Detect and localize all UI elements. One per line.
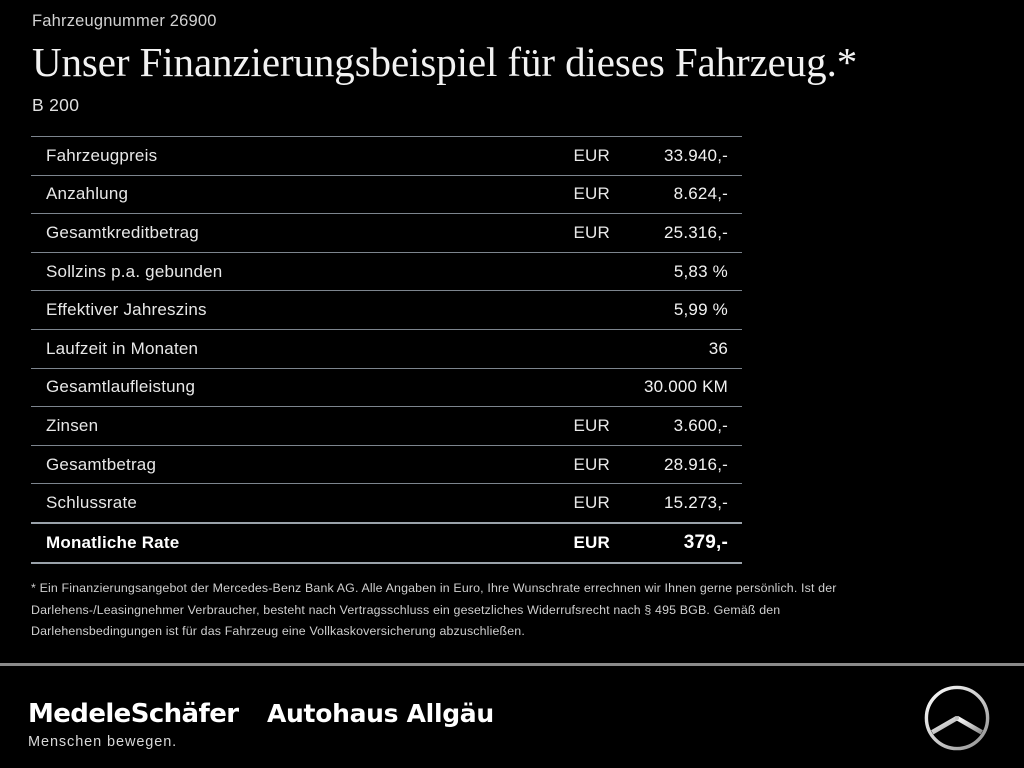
row-label: Schlussrate xyxy=(46,493,138,513)
dealer-logo-medeleschaefer: MedeleSchäfer Menschen bewegen. xyxy=(28,699,239,753)
row-currency: EUR xyxy=(573,222,610,242)
page-footer: MedeleSchäfer Menschen bewegen. Autohaus… xyxy=(0,666,1024,768)
dealer-logo-autohaus-allgaeu: Autohaus Allgäu xyxy=(267,699,494,728)
row-value: 5,83 % xyxy=(673,261,728,281)
page-header: Fahrzeugnummer 26900 Unser Finanzierungs… xyxy=(0,0,1024,117)
page-title: Unser Finanzierungsbeispiel für dieses F… xyxy=(32,39,858,85)
table-row: Monatliche Rate EUR 379,- xyxy=(31,521,742,562)
mercedes-benz-star-icon xyxy=(923,684,991,752)
table-row: Anzahlung EUR 8.624,- xyxy=(31,174,742,214)
row-value: 15.273,- xyxy=(664,493,728,513)
row-label: Zinsen xyxy=(46,415,99,435)
table-row: Zinsen EUR 3.600,- xyxy=(31,406,742,445)
footer-divider xyxy=(0,663,1024,666)
row-value: 28.916,- xyxy=(664,454,728,474)
legal-footnote: * Ein Finanzierungsangebot der Mercedes-… xyxy=(31,581,837,638)
row-value: 3.600,- xyxy=(673,415,728,435)
row-label: Fahrzeugpreis xyxy=(46,145,158,165)
table-row: Gesamtlaufleistung 30.000 KM xyxy=(31,367,742,407)
row-currency: EUR xyxy=(573,145,610,165)
row-label: Monatliche Rate xyxy=(46,532,180,552)
table-row: Gesamtkreditbetrag EUR 25.316,- xyxy=(31,213,742,252)
row-label: Anzahlung xyxy=(46,184,129,204)
table-row: Laufzeit in Monaten 36 xyxy=(31,328,742,368)
row-value: 36 xyxy=(708,338,728,358)
row-label: Gesamtlaufleistung xyxy=(46,377,196,397)
dealer-brand-name: MedeleSchäfer xyxy=(28,699,239,729)
row-label: Laufzeit in Monaten xyxy=(46,338,199,358)
row-label: Sollzins p.a. gebunden xyxy=(46,261,223,281)
row-value: 5,99 % xyxy=(673,300,728,320)
row-value: 379,- xyxy=(683,531,728,553)
vehicle-number: Fahrzeugnummer 26900 xyxy=(32,12,217,30)
table-bottom-rule xyxy=(31,561,742,564)
row-currency: EUR xyxy=(573,454,610,474)
row-currency: EUR xyxy=(573,532,610,552)
dealer-claim: Menschen bewegen. xyxy=(28,734,178,750)
financing-table: Fahrzeugpreis EUR 33.940,- Anzahlung EUR 8.62… xyxy=(31,136,742,564)
row-value: 33.940,- xyxy=(664,145,728,165)
table-row: Schlussrate EUR 15.273,- xyxy=(31,483,742,522)
row-label: Gesamtkreditbetrag xyxy=(46,222,199,242)
table-row: Effektiver Jahreszins 5,99 % xyxy=(31,290,742,329)
table-row: Fahrzeugpreis EUR 33.940,- xyxy=(31,136,742,175)
row-value: 30.000 KM xyxy=(643,377,728,397)
row-label: Gesamtbetrag xyxy=(46,454,157,474)
row-currency: EUR xyxy=(573,415,610,435)
table-row: Sollzins p.a. gebunden 5,83 % xyxy=(31,251,742,291)
vehicle-model: B 200 xyxy=(32,95,80,115)
table-row: Gesamtbetrag EUR 28.916,- xyxy=(31,444,742,484)
row-label: Effektiver Jahreszins xyxy=(46,300,207,320)
row-value: 25.316,- xyxy=(664,222,728,242)
row-currency: EUR xyxy=(573,184,610,204)
row-value: 8.624,- xyxy=(673,184,728,204)
row-currency: EUR xyxy=(573,493,610,513)
